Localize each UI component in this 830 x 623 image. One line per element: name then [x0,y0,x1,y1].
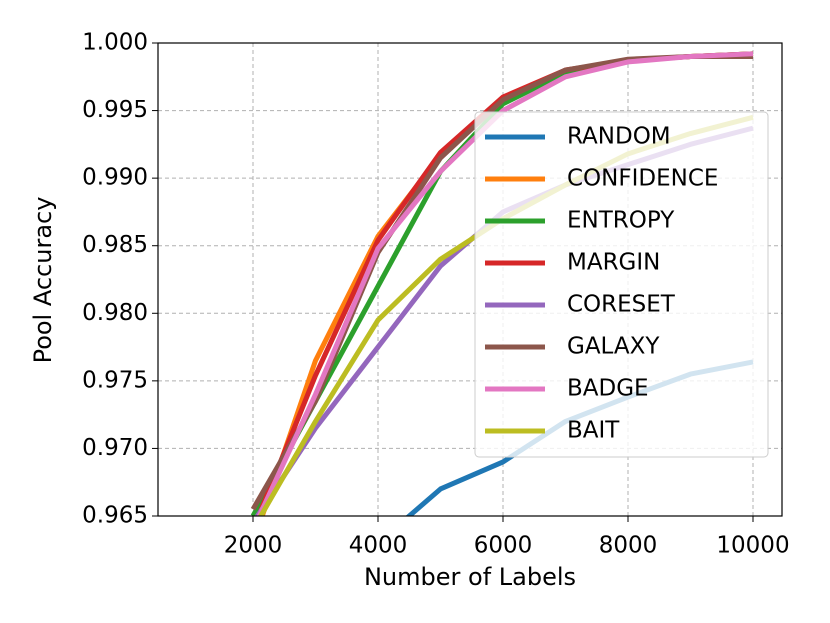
legend-label: ENTROPY [567,208,675,234]
x-tick-label: 6000 [474,533,533,559]
y-tick-label: 0.975 [82,367,148,393]
series-line [256,51,754,516]
legend-label: BADGE [567,376,649,402]
legend: RANDOM CONFIDENCE ENTROPY MARGIN CORESET GALA… [474,111,769,458]
plot-frame [157,42,783,517]
y-axis-label: Pool Accuracy [29,197,57,364]
legend-label: CONFIDENCE [567,166,718,192]
legend-label: BAIT [567,418,620,444]
legend-label: RANDOM [567,124,671,150]
legend-label: GALAXY [567,334,660,360]
y-tick-label: 0.990 [82,165,148,191]
x-tick-label: 8000 [599,533,658,559]
y-tick-label: 0.965 [82,503,148,529]
x-tick-label: 10000 [716,533,789,559]
legend-box [474,111,769,458]
y-tick-label: 0.985 [82,232,148,258]
y-tick-label: 0.980 [82,300,148,326]
ticks: 2000 4000 6000 8000 10000 0.965 0.970 0.975 0.98… [82,30,789,559]
legend-label: CORESET [567,292,676,318]
x-tick-label: 4000 [349,533,408,559]
y-tick-label: 0.970 [82,435,148,461]
legend-label: MARGIN [567,250,660,276]
y-tick-label: 1.000 [82,30,148,56]
y-tick-label: 0.995 [82,97,148,123]
x-tick-label: 2000 [224,533,283,559]
x-axis-label: Number of Labels [364,563,576,591]
